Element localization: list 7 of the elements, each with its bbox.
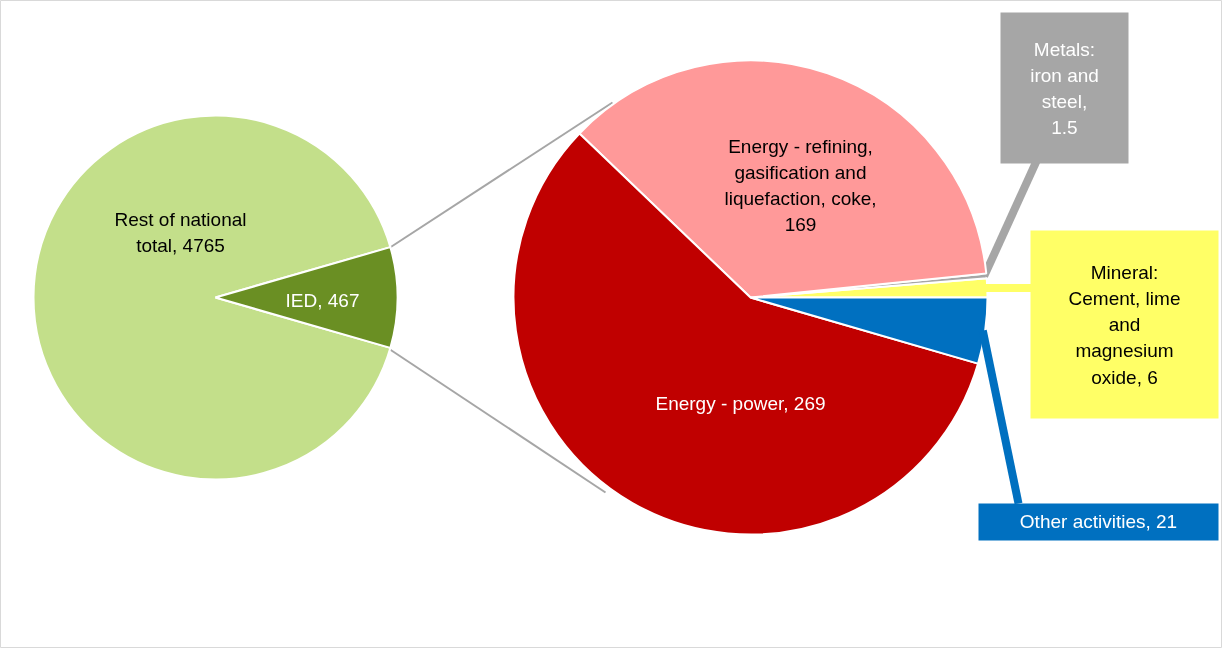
slice-label: Other activities, 21 [1019, 511, 1178, 532]
slice-label: Energy - power, 269 [655, 393, 826, 414]
slice-label: Mineral: Cement, lime and magnesium oxide, 6 [1068, 261, 1181, 388]
slice-label: Energy - refining, gasification and liquefaction, coke, 169 [724, 135, 877, 236]
slice-label: IED, 467 [285, 290, 360, 311]
slice-label: Rest of national total, 4765 [114, 208, 247, 257]
slice-label: Metals: iron and steel, 1.5 [1030, 38, 1099, 139]
